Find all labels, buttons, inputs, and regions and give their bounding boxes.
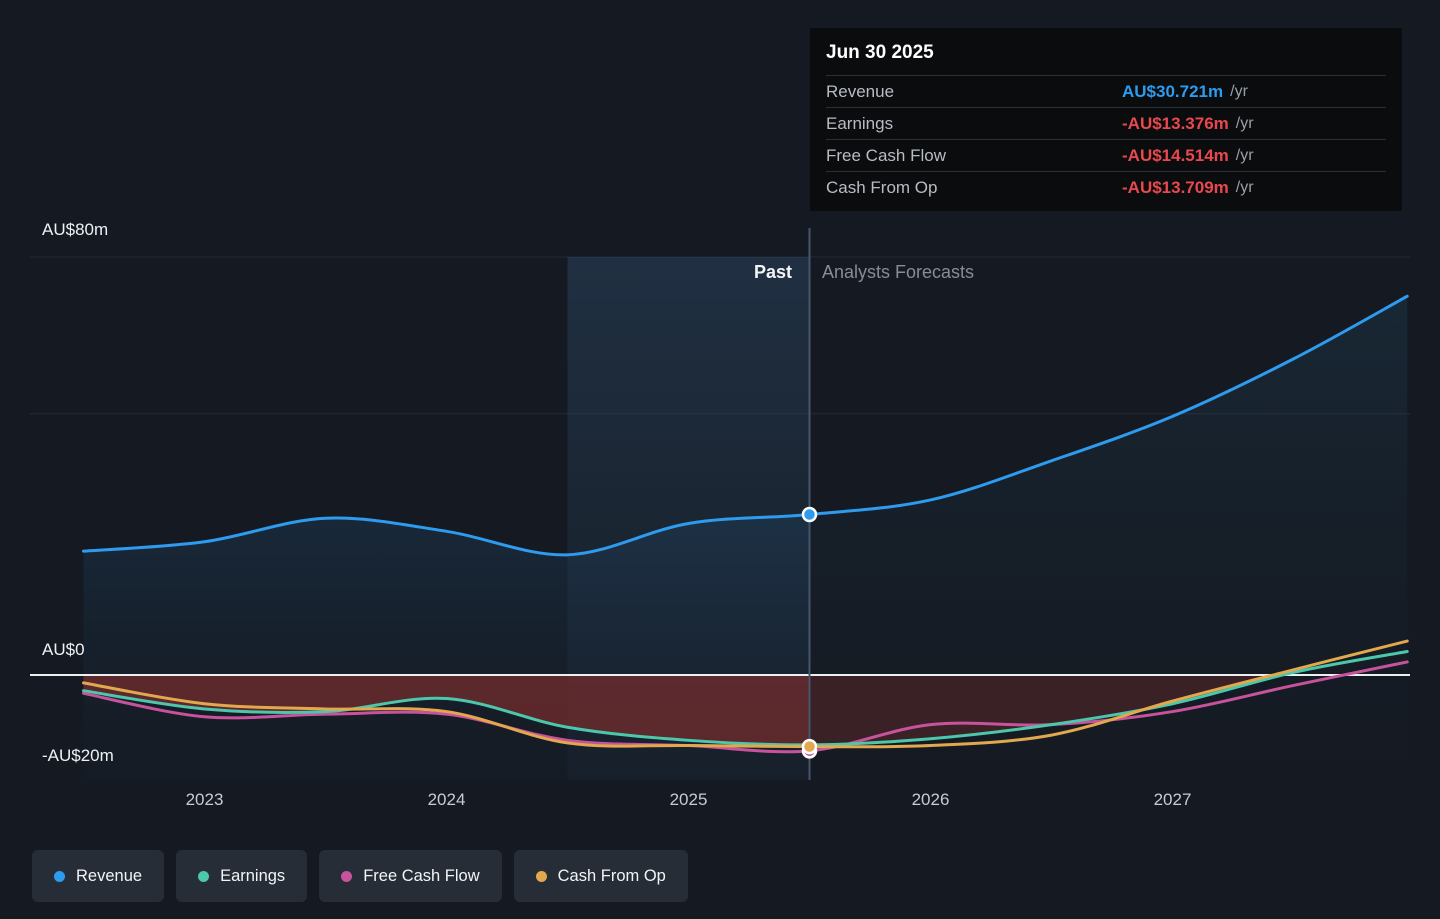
tooltip-row-suffix: /yr [1235,146,1254,164]
tooltip-row-label: Earnings [826,113,894,133]
tooltip-row-value: -AU$13.376m [1122,113,1229,133]
tooltip-row-suffix: /yr [1235,114,1254,132]
tooltip-row-value: -AU$14.514m [1122,145,1229,165]
tooltip-row-label: Cash From Op [826,177,938,197]
tooltip-row: Earnings -AU$13.376m /yr [826,107,1386,139]
tooltip-row-suffix: /yr [1235,178,1254,196]
y-axis-label: AU$80m [42,220,109,239]
tooltip-rows: Revenue AU$30.721m /yr Earnings -AU$13.3… [826,75,1386,203]
earnings-dot-icon [198,870,210,882]
legend-item-free-cash-flow[interactable]: Free Cash Flow [319,850,502,902]
tooltip-row: Revenue AU$30.721m /yr [826,75,1386,107]
chart-canvas[interactable] [0,0,1440,840]
y-axis-label: AU$0 [42,640,85,659]
x-tick-label: 2024 [427,790,466,809]
x-tick-label: 2027 [1153,790,1192,809]
legend-item-cash-from-op[interactable]: Cash From Op [513,850,688,902]
x-tick-label: 2023 [185,790,224,809]
legend-label: Earnings [220,866,286,885]
legend-item-revenue[interactable]: Revenue [32,850,165,902]
tooltip-row-value: -AU$13.709m [1122,177,1229,197]
legend-label: Revenue [76,866,143,885]
forecast-label: Analysts Forecasts [822,262,975,282]
tooltip-row-value: AU$30.721m [1122,81,1224,101]
x-tick-label: 2025 [669,790,708,809]
tooltip-title: Jun 30 2025 [826,42,934,63]
past-label: Past [753,262,792,282]
tooltip: Jun 30 2025 Revenue AU$30.721m /yr Earni… [810,28,1402,211]
tooltip-row: Cash From Op -AU$13.709m /yr [826,171,1386,203]
tooltip-row-suffix: /yr [1230,82,1248,100]
legend-label: Cash From Op [557,866,666,885]
tooltip-row: Free Cash Flow -AU$14.514m /yr [826,139,1386,171]
legend-label: Free Cash Flow [363,866,480,885]
y-axis-label: -AU$20m [42,746,114,765]
cash-from-op-dot-icon [535,870,547,882]
legend-item-earnings[interactable]: Earnings [176,850,308,902]
legend: Revenue Earnings Free Cash Flow Cash Fro… [32,850,688,902]
free-cash-flow-dot-icon [341,870,353,882]
x-tick-label: 2026 [911,790,950,809]
tooltip-row-label: Revenue [826,81,895,101]
tooltip-row-label: Free Cash Flow [826,145,946,165]
revenue-dot-icon [54,870,65,882]
